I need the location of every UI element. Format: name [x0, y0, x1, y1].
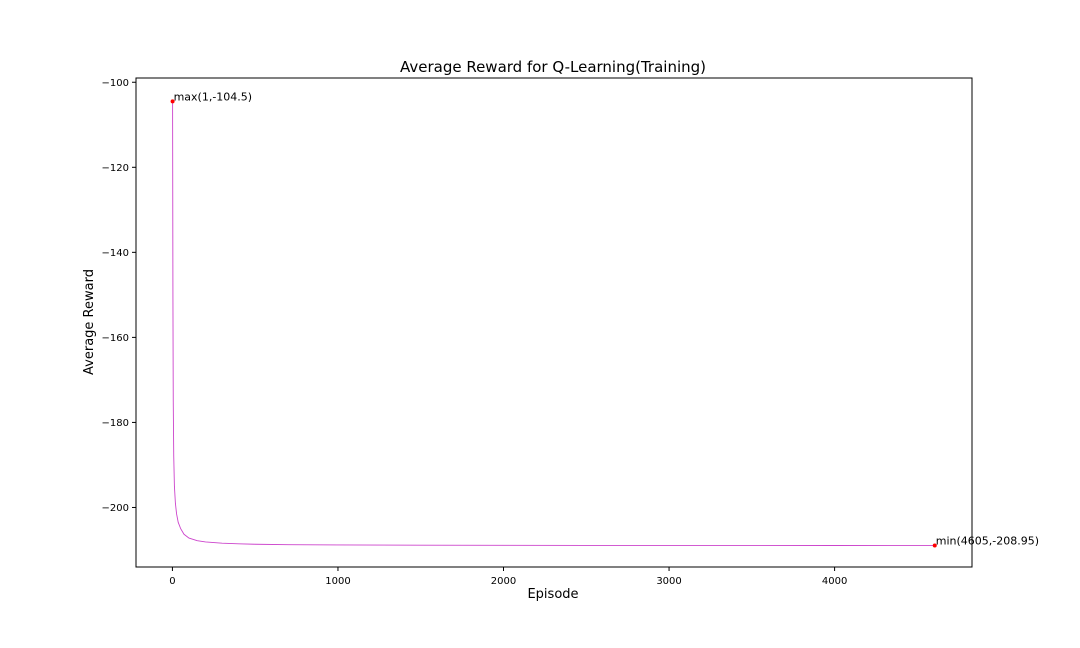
plot-area: max(1,-104.5) min(4605,-208.95)	[170, 90, 1039, 548]
y-tick-label: −160	[102, 333, 129, 344]
plot-frame	[135, 77, 973, 568]
x-axis-label: Episode	[527, 587, 578, 602]
y-tick-label: −120	[102, 163, 129, 174]
max-point-marker	[170, 99, 175, 104]
min-annotation: min(4605,-208.95)	[936, 535, 1039, 548]
y-tick-label: −140	[102, 248, 129, 259]
y-axis-label: Average Reward	[82, 269, 97, 375]
series-line	[172, 101, 935, 546]
axis-ticks: 0 1000 2000 3000 4000 −100 −120 −140 −160 −180 −20…	[102, 78, 848, 587]
min-point-marker	[932, 543, 937, 548]
y-tick-label: −180	[102, 418, 129, 429]
x-tick-label: 1000	[325, 576, 350, 587]
y-tick-label: −100	[102, 78, 129, 89]
max-annotation: max(1,-104.5)	[174, 90, 253, 103]
chart-title: Average Reward for Q-Learning(Training)	[400, 58, 706, 76]
x-tick-label: 3000	[656, 576, 681, 587]
x-tick-label: 2000	[491, 576, 516, 587]
y-tick-label: −200	[102, 503, 129, 514]
x-tick-label: 4000	[822, 576, 847, 587]
x-tick-label: 0	[169, 576, 175, 587]
